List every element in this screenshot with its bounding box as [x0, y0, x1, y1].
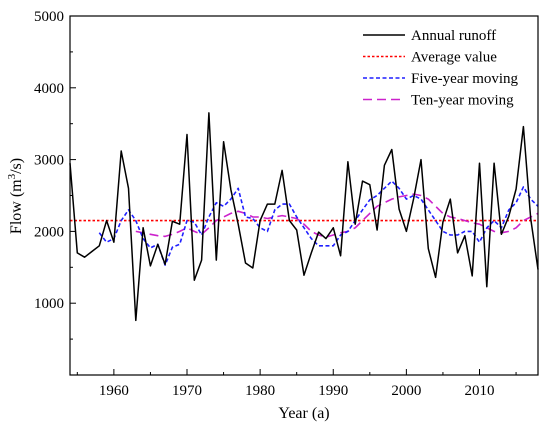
five-year-moving-line [98, 180, 539, 266]
y-tick-label: 3000 [34, 153, 64, 169]
plot-lines [69, 112, 539, 322]
y-tick-label: 1000 [34, 296, 64, 312]
legend-label-ten-year-moving: Ten-year moving [411, 93, 514, 109]
legend-label-average-value: Average value [411, 50, 497, 66]
x-tick-label: 2000 [391, 383, 421, 399]
x-tick-label: 1980 [245, 383, 275, 399]
x-tick-label: 1990 [318, 383, 348, 399]
y-tick-label: 5000 [34, 9, 64, 25]
x-tick-label: 1960 [99, 383, 129, 399]
legend-label-five-year-moving: Five-year moving [411, 71, 519, 87]
x-tick-label: 2010 [465, 383, 495, 399]
plot-frame [69, 15, 539, 376]
y-axis-ticks: 1000 2000 3000 4000 5000 [34, 9, 76, 340]
legend-label-annual-runoff: Annual runoff [411, 28, 496, 44]
x-axis-label: Year (a) [278, 405, 329, 422]
x-tick-label: 1970 [172, 383, 202, 399]
y-axis-label: Flow (m3/s) [6, 158, 25, 234]
legend: Annual runoff Average value Five-year movi… [363, 28, 519, 109]
annual-runoff-line [69, 112, 539, 322]
y-tick-label: 4000 [34, 81, 64, 97]
x-axis-ticks: 1960 1970 1980 1990 2000 2010 [76, 369, 517, 399]
y-tick-label: 2000 [34, 224, 64, 240]
